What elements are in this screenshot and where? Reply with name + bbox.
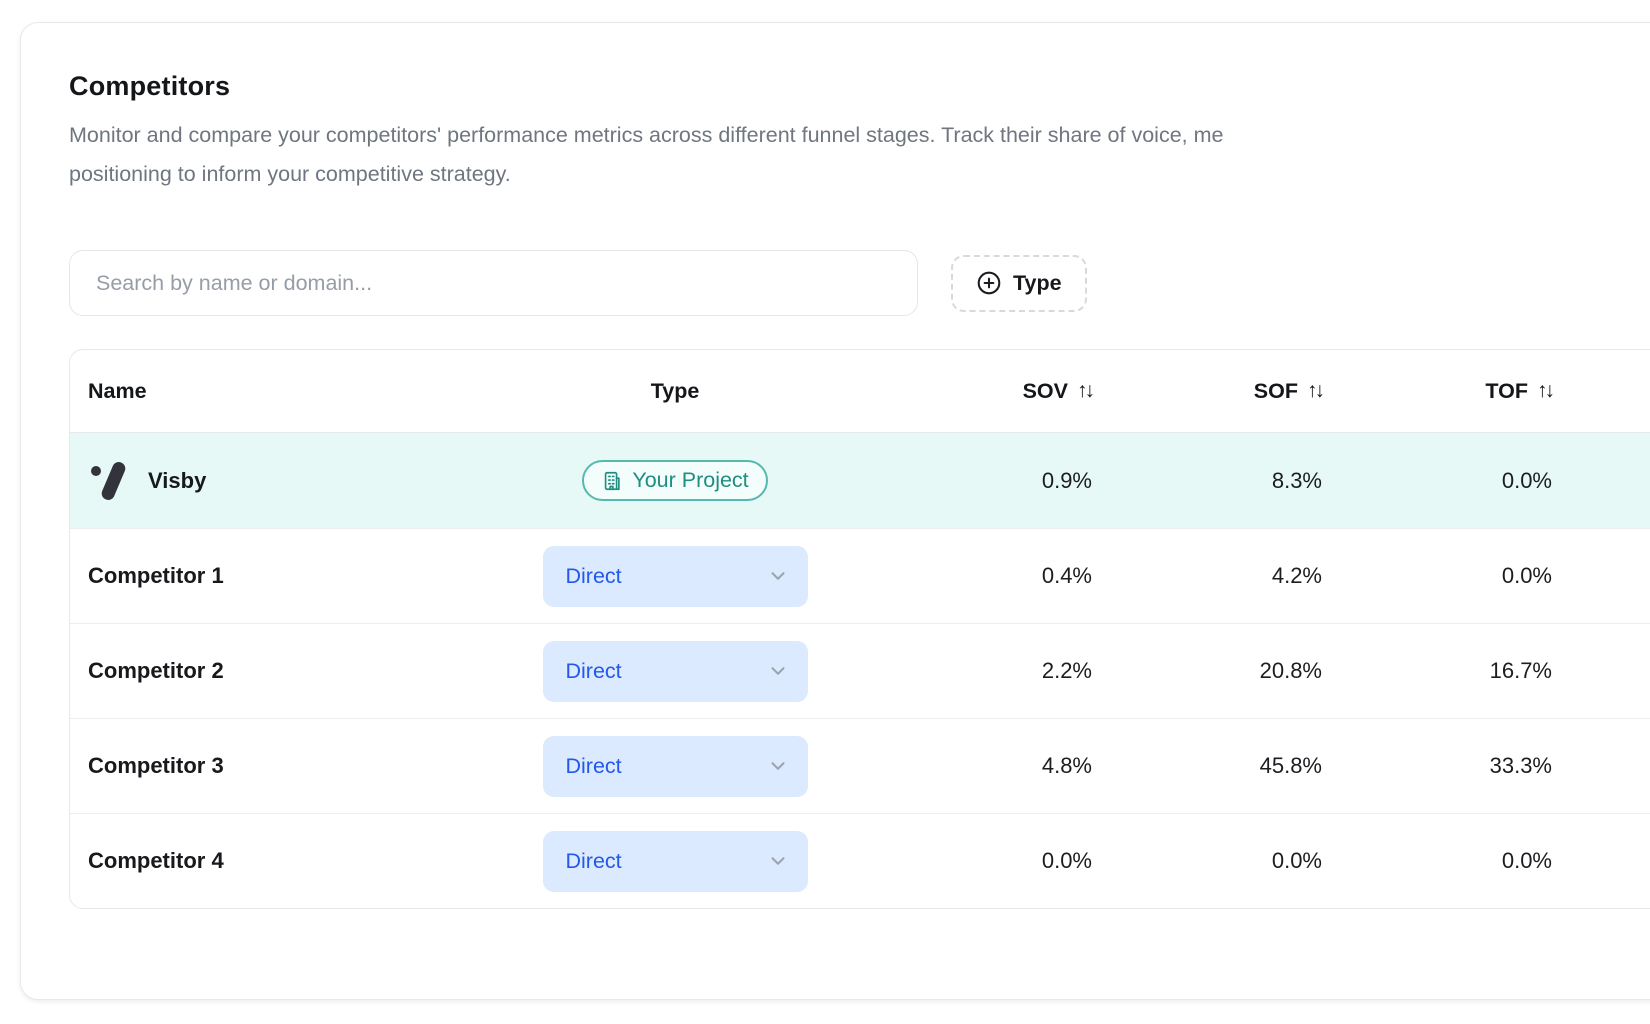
competitor-name: Competitor 1 xyxy=(88,563,224,588)
competitor-name: Visby xyxy=(148,467,207,493)
sort-arrows-icon: ↑↓ xyxy=(1077,379,1095,402)
type-button-label: Type xyxy=(1013,270,1062,295)
chevron-down-icon xyxy=(770,572,785,580)
type-select-value: Direct xyxy=(565,848,622,873)
page-title: Competitors xyxy=(69,71,231,101)
your-project-badge: Your Project xyxy=(582,460,768,501)
table-header-row: Name Type SOV ↑↓ SOF ↑↓ TOF ↑↓ xyxy=(70,350,1650,433)
column-header-sof-label: SOF xyxy=(1253,378,1298,403)
type-select-value: Direct xyxy=(565,563,622,588)
sort-arrows-icon: ↑↓ xyxy=(1537,379,1555,402)
competitors-table: Name Type SOV ↑↓ SOF ↑↓ TOF ↑↓ Visby xyxy=(69,349,1650,909)
your-project-badge-label: Your Project xyxy=(632,468,749,492)
toolbar: Type xyxy=(69,250,1650,316)
search-input[interactable] xyxy=(96,270,891,296)
sof-value: 45.8% xyxy=(1259,753,1322,778)
competitor-name: Competitor 3 xyxy=(88,753,224,778)
visby-logo-icon xyxy=(88,458,134,504)
competitors-panel: Competitors Monitor and compare your com… xyxy=(20,22,1650,1000)
tof-value: 33.3% xyxy=(1489,753,1552,778)
chevron-down-icon xyxy=(770,762,785,770)
page-description-line1: Monitor and compare your competitors' pe… xyxy=(69,123,1224,147)
type-select-dropdown[interactable]: Direct xyxy=(542,735,808,797)
table-row-your-project: Visby Your Project xyxy=(70,433,1650,528)
sov-value: 0.4% xyxy=(1041,563,1092,588)
tof-value: 16.7% xyxy=(1489,658,1552,683)
sov-value: 0.9% xyxy=(1041,467,1092,493)
type-select-value: Direct xyxy=(565,658,622,683)
sof-value: 20.8% xyxy=(1259,658,1322,683)
sov-value: 4.8% xyxy=(1041,753,1092,778)
column-header-sov-label: SOV xyxy=(1022,378,1068,403)
plus-circle-icon xyxy=(977,271,1001,295)
building-icon xyxy=(605,471,621,490)
tof-value: 0.0% xyxy=(1501,848,1552,873)
column-header-tof-label: TOF xyxy=(1485,378,1528,403)
competitor-name: Competitor 2 xyxy=(88,658,224,683)
column-header-tof-sort[interactable]: TOF ↑↓ xyxy=(1485,379,1560,404)
table-row: Competitor 4 Direct 0.0% 0.0% 0.0% xyxy=(70,813,1650,908)
sov-value: 0.0% xyxy=(1041,848,1092,873)
column-header-sof-sort[interactable]: SOF ↑↓ xyxy=(1254,379,1330,404)
sof-value: 4.2% xyxy=(1271,563,1322,588)
type-select-dropdown[interactable]: Direct xyxy=(542,545,808,607)
column-header-type: Type xyxy=(650,378,700,403)
tof-value: 0.0% xyxy=(1501,467,1552,493)
sof-value: 0.0% xyxy=(1271,848,1322,873)
page-description-line2: positioning to inform your competitive s… xyxy=(69,162,511,186)
type-select-value: Direct xyxy=(565,753,622,778)
sort-arrows-icon: ↑↓ xyxy=(1307,379,1325,402)
add-type-filter-button[interactable]: Type xyxy=(951,254,1087,312)
tof-value: 0.0% xyxy=(1501,563,1552,588)
search-box xyxy=(69,250,918,316)
sov-value: 2.2% xyxy=(1041,658,1092,683)
chevron-down-icon xyxy=(770,857,785,865)
type-select-dropdown[interactable]: Direct xyxy=(542,640,808,702)
table-row: Competitor 1 Direct 0.4% 4.2% 0.0% xyxy=(70,528,1650,623)
sof-value: 8.3% xyxy=(1271,467,1322,493)
chevron-down-icon xyxy=(770,667,785,675)
page-description: Monitor and compare your competitors' pe… xyxy=(69,116,1650,194)
table-row: Competitor 2 Direct 2.2% 20.8% 16.7% xyxy=(70,623,1650,718)
type-select-dropdown[interactable]: Direct xyxy=(542,830,808,892)
column-header-name: Name xyxy=(88,378,147,403)
competitor-name: Competitor 4 xyxy=(88,848,224,873)
column-header-sov-sort[interactable]: SOV ↑↓ xyxy=(1023,379,1100,404)
table-row: Competitor 3 Direct 4.8% 45.8% 33.3% xyxy=(70,718,1650,813)
